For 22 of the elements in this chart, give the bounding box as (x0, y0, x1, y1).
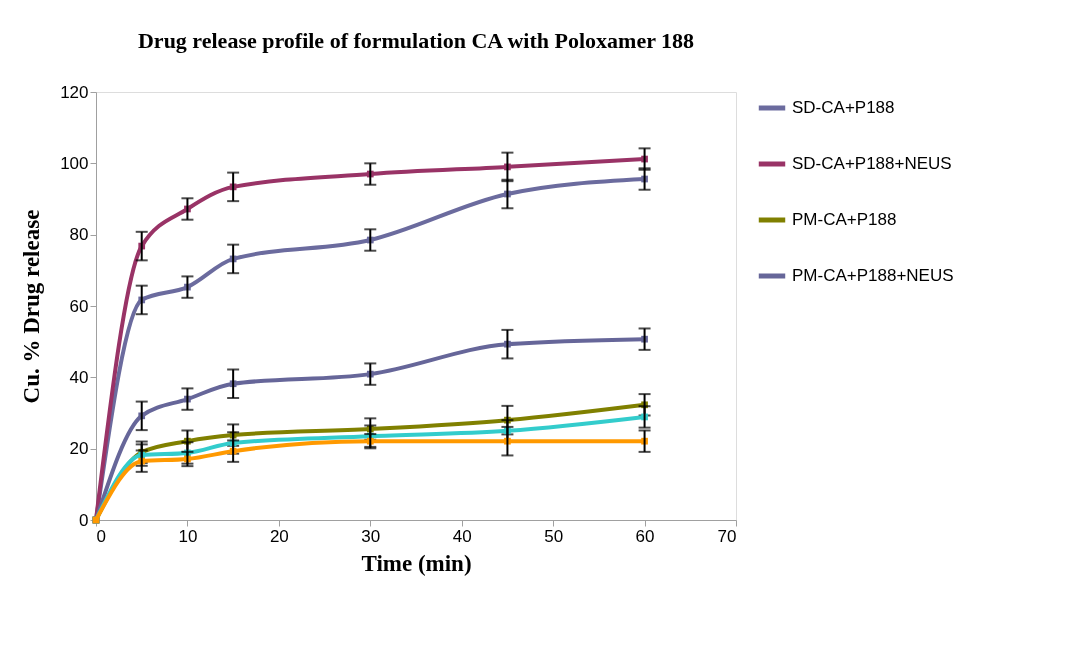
x-tick-label: 60 (635, 526, 655, 546)
legend-label: PM-CA+P188 (792, 210, 897, 229)
y-axis-title: Cu. % Drug release (19, 209, 45, 404)
y-tick-label: 80 (69, 225, 89, 245)
legend-label: PM-CA+P188+NEUS (792, 266, 954, 285)
x-tick-label: 40 (452, 526, 472, 546)
y-tick-label: 120 (60, 82, 89, 102)
y-tick-label: 100 (60, 153, 89, 173)
x-tick-label: 10 (178, 526, 198, 546)
y-tick-label: 20 (69, 439, 89, 459)
x-tick-label: 50 (544, 526, 564, 546)
x-axis-title: Time (min) (361, 550, 472, 576)
chart-title: Drug release profile of formulation CA with Poloxamer 188 (137, 28, 695, 53)
y-tick-label: 60 (69, 296, 89, 316)
y-tick-label: 0 (79, 510, 89, 530)
legend-label: SD-CA+P188+NEUS (792, 154, 952, 173)
x-tick-label: 0 (96, 526, 106, 546)
x-tick-label: 20 (269, 526, 289, 546)
y-tick-label: 40 (69, 367, 89, 387)
x-tick-label: 30 (361, 526, 381, 546)
legend-label: SD-CA+P188 (792, 98, 895, 117)
x-tick-label: 70 (717, 526, 737, 546)
